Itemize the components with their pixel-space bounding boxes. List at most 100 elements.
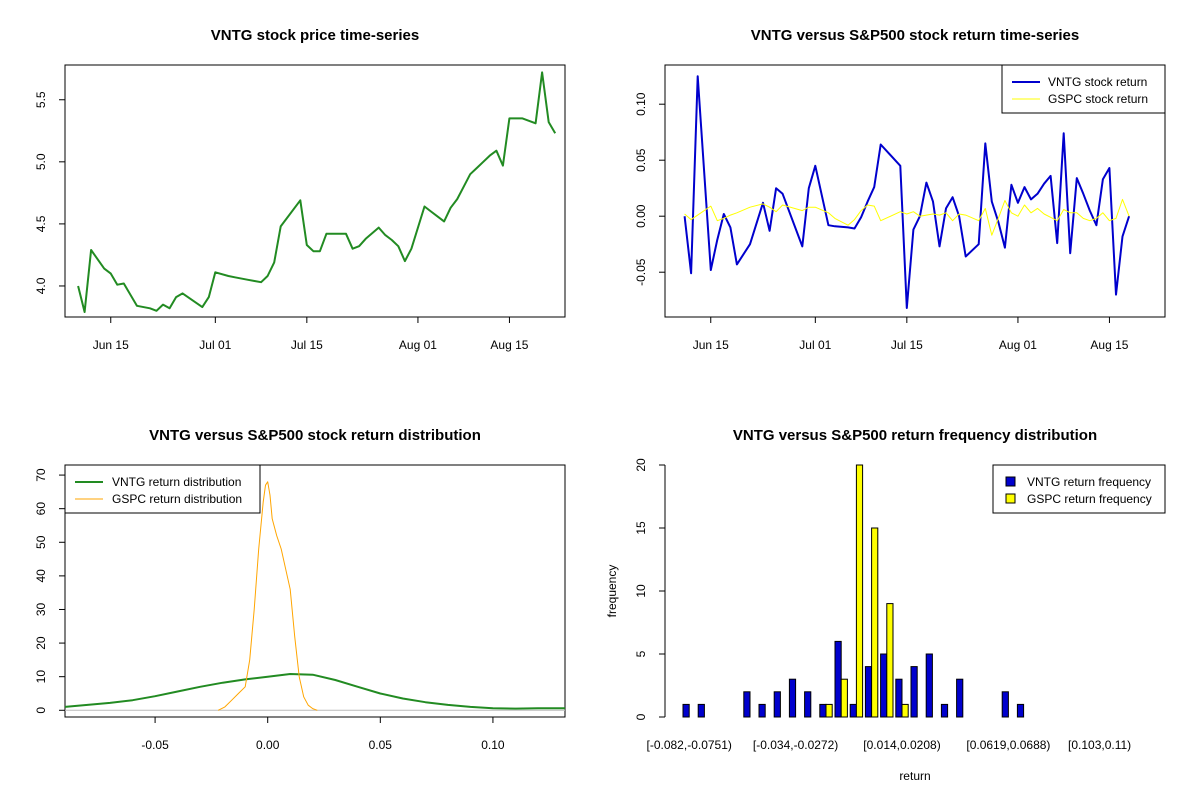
frequency-bar-gspc <box>825 703 833 718</box>
frequency-bar-vntg <box>773 691 781 718</box>
return-y-tick-label: 0.10 <box>634 92 648 116</box>
density-legend-box <box>64 464 261 514</box>
return-plot-frame <box>664 64 1166 318</box>
density-chart-title: VNTG versus S&P500 stock return distribu… <box>149 427 481 444</box>
frequency-bar-vntg <box>682 703 690 718</box>
frequency-y-tick-label: 5 <box>634 650 648 657</box>
price-y-tick-label: 4.0 <box>34 277 48 294</box>
frequency-bar-vntg <box>819 703 827 718</box>
frequency-bar-vntg <box>849 703 857 718</box>
frequency-chart-panel: VNTG versus S&P500 return frequency dist… <box>605 427 1166 783</box>
frequency-x-tick-label: [-0.034,-0.0272) <box>753 738 838 752</box>
density-y-tick-label: 60 <box>34 502 48 516</box>
return-x-tick-label: Aug 01 <box>999 338 1037 352</box>
frequency-bar-vntg <box>697 703 705 718</box>
density-x-tick-label: -0.05 <box>141 738 169 752</box>
price-chart-title: VNTG stock price time-series <box>211 27 419 44</box>
density-plot-frame <box>64 464 566 718</box>
return-series <box>683 75 1131 309</box>
frequency-bar-vntg <box>788 678 797 718</box>
density-y-tick-label: 40 <box>34 569 48 583</box>
return-y-tick-label: 0.00 <box>634 204 648 228</box>
frequency-bar-vntg <box>834 640 842 718</box>
price-plot-frame <box>64 64 566 318</box>
price-line <box>77 71 557 313</box>
frequency-bar-vntg <box>804 691 812 718</box>
density-x-ticks: -0.05 0.00 0.05 0.10 <box>141 717 505 752</box>
return-y-ticks: -0.05 0.00 0.05 0.10 <box>634 92 665 286</box>
frequency-legend-label-gspc: GSPC return frequency <box>1027 492 1152 506</box>
price-x-tick-label: Jul 01 <box>199 338 231 352</box>
frequency-bars <box>682 464 1025 718</box>
frequency-chart-title: VNTG versus S&P500 return frequency dist… <box>733 427 1097 444</box>
frequency-bar-vntg <box>925 653 933 718</box>
frequency-legend-swatch-gspc <box>1005 493 1016 504</box>
price-x-ticks: Jun 15 Jul 01 Jul 15 Aug 01 Aug 15 <box>93 317 529 352</box>
frequency-bar-gspc <box>886 603 894 718</box>
frequency-bar-vntg <box>956 678 964 718</box>
density-line-vntg <box>64 673 565 710</box>
price-x-tick-label: Aug 15 <box>490 338 528 352</box>
density-y-tick-label: 30 <box>34 602 48 616</box>
frequency-bar-gspc <box>855 464 864 718</box>
frequency-legend-swatch-vntg <box>1005 476 1016 487</box>
density-x-tick-label: 0.05 <box>369 738 393 752</box>
density-y-tick-label: 10 <box>34 670 48 684</box>
frequency-y-tick-label: 10 <box>634 584 648 598</box>
frequency-y-tick-label: 0 <box>634 713 648 720</box>
frequency-bar-vntg <box>758 703 766 718</box>
frequency-y-ticks: 0 5 10 15 20 <box>634 458 666 720</box>
frequency-x-tick-label: [0.103,0.11) <box>1068 738 1131 752</box>
density-line-gspc <box>217 481 318 711</box>
price-y-ticks: 4.0 4.5 5.0 5.5 <box>34 91 65 294</box>
frequency-bar-gspc <box>871 527 879 718</box>
frequency-y-tick-label: 20 <box>634 458 648 472</box>
return-chart-title: VNTG versus S&P500 stock return time-ser… <box>751 27 1079 44</box>
frequency-x-tick-label: [0.014,0.0208) <box>863 738 940 752</box>
density-legend-label-vntg: VNTG return distribution <box>112 475 241 489</box>
return-x-tick-label: Jul 15 <box>891 338 923 352</box>
frequency-legend-label-vntg: VNTG return frequency <box>1027 475 1151 489</box>
return-legend-label-vntg: VNTG stock return <box>1048 75 1147 89</box>
frequency-y-axis-label: frequency <box>605 565 619 618</box>
frequency-x-tick-label: [0.0619,0.0688) <box>966 738 1050 752</box>
density-x-tick-label: 0.10 <box>481 738 505 752</box>
frequency-bar-vntg <box>1016 703 1025 718</box>
density-chart-panel: VNTG versus S&P500 stock return distribu… <box>34 427 566 752</box>
return-legend-label-gspc: GSPC stock return <box>1048 92 1148 106</box>
return-y-tick-label: -0.05 <box>634 258 648 286</box>
price-chart-panel: VNTG stock price time-series Jun 15 Jul 0… <box>34 27 566 352</box>
density-series <box>64 481 565 711</box>
return-line-gspc <box>684 198 1130 236</box>
price-series <box>77 71 557 313</box>
density-y-ticks: 0 10 20 30 40 50 60 70 <box>34 468 65 714</box>
return-y-tick-label: 0.05 <box>634 148 648 172</box>
price-y-tick-label: 4.5 <box>34 215 48 232</box>
return-x-ticks: Jun 15 Jul 01 Jul 15 Aug 01 Aug 15 <box>693 317 1129 352</box>
density-legend: VNTG return distribution GSPC return dis… <box>64 464 261 514</box>
frequency-legend-box <box>992 464 1166 514</box>
price-y-tick-label: 5.0 <box>34 153 48 170</box>
price-x-tick-label: Jul 15 <box>291 338 323 352</box>
return-chart-panel: VNTG versus S&P500 stock return time-ser… <box>634 27 1166 352</box>
frequency-bar-vntg <box>1001 691 1009 718</box>
frequency-x-axis-label: return <box>899 769 930 783</box>
density-y-tick-label: 0 <box>34 707 48 714</box>
frequency-bar-vntg <box>864 666 873 718</box>
frequency-x-ticks: [-0.082,-0.0751) [-0.034,-0.0272) [0.014,0… <box>647 738 1132 752</box>
return-legend-box <box>1001 64 1166 114</box>
frequency-bar-gspc <box>901 703 909 718</box>
price-y-tick-label: 5.5 <box>34 91 48 108</box>
frequency-bar-vntg <box>880 653 888 718</box>
return-x-tick-label: Jun 15 <box>693 338 729 352</box>
density-legend-label-gspc: GSPC return distribution <box>112 492 242 506</box>
density-y-tick-label: 70 <box>34 468 48 482</box>
frequency-bar-vntg <box>910 666 918 718</box>
return-legend: VNTG stock return GSPC stock return <box>1001 64 1166 114</box>
return-line-vntg <box>683 75 1131 309</box>
density-y-tick-label: 20 <box>34 636 48 650</box>
frequency-x-tick-label: [-0.082,-0.0751) <box>647 738 732 752</box>
density-y-tick-label: 50 <box>34 535 48 549</box>
